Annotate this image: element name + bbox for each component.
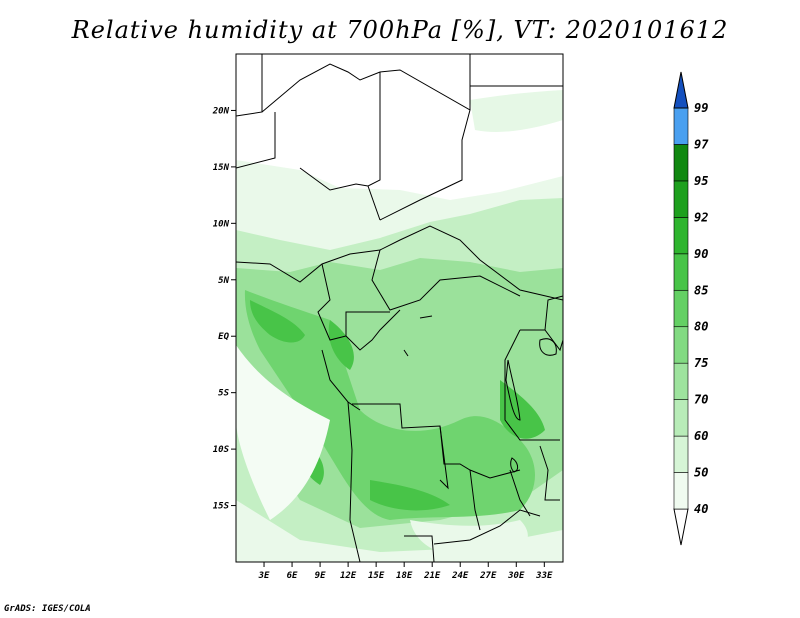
lat-tick-label: 15S: [213, 502, 230, 512]
humidity-region-north-patch: [470, 90, 563, 132]
colorbar-upper-extension: [673, 71, 689, 109]
lon-tick-label: 9E: [315, 571, 326, 581]
humidity-region-low: [236, 345, 330, 520]
lakes: [403, 315, 557, 473]
colorbar-label: 85: [694, 283, 708, 297]
lon-tick-label: 12E: [340, 571, 357, 581]
colorbar-swatch: [673, 180, 689, 218]
lon-tick-label: 21E: [423, 571, 441, 581]
colorbar-label: 70: [694, 393, 708, 407]
lat-tick-label: 10S: [213, 445, 230, 455]
colorbar-swatch: [673, 289, 689, 328]
lat-tick-label: 5N: [218, 276, 229, 286]
colorbar-label: 90: [694, 247, 708, 261]
colorbar-label: 50: [694, 466, 708, 480]
colorbar-swatch: [673, 217, 689, 255]
humidity-field: [236, 54, 563, 562]
colorbar-label: 99: [694, 101, 708, 115]
lon-tick-label: 15E: [368, 571, 385, 581]
map-title: Relative humidity at 700hPa [%], VT: 202…: [71, 16, 729, 44]
lat-tick-label: 20N: [212, 106, 230, 116]
colorbar-label: 97: [694, 137, 709, 151]
lat-tick-label: 15N: [213, 163, 230, 173]
lat-tick-label: EQ: [218, 332, 229, 342]
colorbar-label: 92: [694, 210, 708, 224]
colorbar-swatch: [673, 399, 689, 437]
lat-tick-label: 5S: [218, 389, 229, 399]
colorbar-label: 60: [694, 429, 708, 443]
colorbar: 40 50 60 70 75 80 85 90 92 95 97 99: [673, 71, 709, 546]
colorbar-swatch: [673, 144, 689, 182]
colorbar-swatch: [673, 435, 689, 473]
colorbar-swatch: [673, 362, 689, 400]
lon-tick-label: 6E: [287, 571, 298, 581]
colorbar-lower-extension: [673, 508, 689, 546]
colorbar-swatch: [673, 472, 689, 510]
lon-tick-label: 18E: [396, 571, 413, 581]
longitude-axis: 3E 6E 9E 12E 15E 18E 21E 24E 27E 30E 33E: [258, 562, 553, 581]
colorbar-label: 80: [694, 320, 708, 334]
lon-tick-label: 33E: [535, 571, 553, 581]
colorbar-label: 40: [694, 502, 708, 516]
latitude-axis: 20N 15N 10N 5N EQ 5S 10S 15S: [212, 106, 236, 512]
country-borders: [236, 54, 563, 562]
colorbar-swatch: [673, 326, 689, 364]
lat-tick-label: 10N: [213, 219, 230, 229]
colorbar-label: 75: [694, 356, 708, 370]
humidity-region-90: [250, 300, 545, 511]
colorbar-label: 95: [694, 174, 708, 188]
colorbar-swatch: [673, 107, 689, 145]
humidity-region-85: [244, 290, 536, 520]
lon-tick-label: 27E: [479, 571, 497, 581]
lon-tick-label: 30E: [507, 571, 525, 581]
footer-credit: GrADS: IGES/COLA: [4, 604, 91, 614]
lon-tick-label: 3E: [258, 571, 270, 581]
lon-tick-label: 24E: [451, 571, 469, 581]
map-frame: [235, 53, 564, 563]
colorbar-swatch: [673, 253, 689, 291]
